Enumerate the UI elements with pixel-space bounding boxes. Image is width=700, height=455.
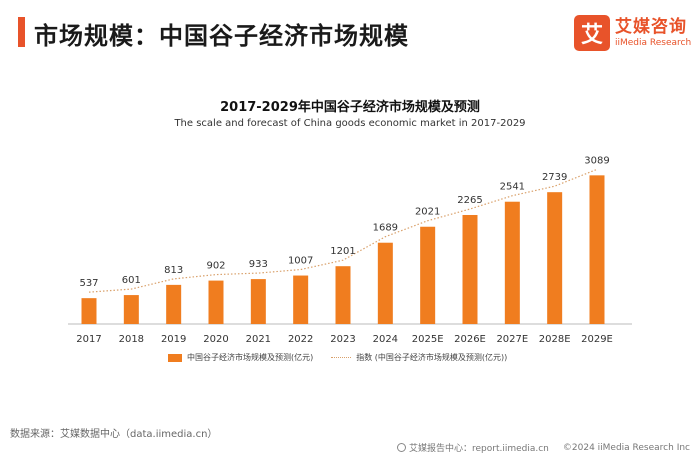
report-center-icon xyxy=(396,443,406,452)
bar-2028E xyxy=(547,192,563,324)
bar-2018 xyxy=(123,295,139,324)
data-label-2021: 933 xyxy=(249,259,268,270)
data-label-2019: 813 xyxy=(164,265,183,276)
chart-subtitle: The scale and forecast of China goods ec… xyxy=(174,118,526,129)
logo-name-cn: 艾媒咨询 xyxy=(615,16,687,37)
x-tick-2027E: 2027E xyxy=(496,334,528,345)
x-tick-2023: 2023 xyxy=(330,334,355,345)
legend-trend-label: 指数 (中国谷子经济市场规模及预测(亿元)) xyxy=(356,353,508,362)
bar-2027E xyxy=(504,201,520,324)
chart-legend: 中国谷子经济市场规模及预测(亿元) 指数 (中国谷子经济市场规模及预测(亿元)) xyxy=(168,352,507,363)
bar-2017 xyxy=(81,298,97,324)
report-center-link: 艾媒报告中心：report.iimedia.cn xyxy=(408,444,549,454)
data-label-2029E: 3089 xyxy=(584,155,609,166)
bar-2023 xyxy=(335,266,351,324)
x-tick-2017: 2017 xyxy=(76,334,101,345)
bar-2020 xyxy=(208,280,224,324)
bar-2021 xyxy=(250,279,266,324)
page-title: 市场规模：中国谷子经济市场规模 xyxy=(34,22,409,50)
bar-2024 xyxy=(377,242,393,324)
bar-2019 xyxy=(166,284,182,324)
x-tick-2028E: 2028E xyxy=(539,334,571,345)
logo-mark: 艾 xyxy=(574,15,610,51)
x-tick-2029E: 2029E xyxy=(581,334,613,345)
x-tick-2024: 2024 xyxy=(373,334,398,345)
data-label-2022: 1007 xyxy=(288,256,313,267)
logo-text: 艾媒咨询 iiMedia Research xyxy=(615,16,692,49)
data-label-2025E: 2021 xyxy=(415,207,440,218)
x-tick-2019: 2019 xyxy=(161,334,186,345)
iimedia-logo: 艾 艾媒咨询 iiMedia Research xyxy=(574,15,691,51)
bar-2025E xyxy=(420,226,436,324)
data-label-2024: 1689 xyxy=(373,223,398,234)
bar-2026E xyxy=(462,214,478,324)
data-label-2020: 902 xyxy=(206,261,225,272)
legend-bar-label: 中国谷子经济市场规模及预测(亿元) xyxy=(187,353,314,362)
legend-trend-swatch xyxy=(331,357,352,358)
data-label-2028E: 2739 xyxy=(542,172,567,183)
x-tick-2021: 2021 xyxy=(246,334,271,345)
chart-title: 2017-2029年中国谷子经济市场规模及预测 xyxy=(220,100,480,115)
bar-2029E xyxy=(589,175,605,324)
data-label-2026E: 2265 xyxy=(457,195,482,206)
copyright: ©2024 iiMedia Research Inc xyxy=(562,442,690,453)
title-accent-bar xyxy=(18,17,25,47)
data-label-2027E: 2541 xyxy=(500,182,525,193)
x-tick-2020: 2020 xyxy=(203,334,228,345)
footer: 艾媒报告中心：report.iimedia.cn ©2024 iiMedia R… xyxy=(396,441,690,454)
logo-name-en: iiMedia Research xyxy=(615,37,692,48)
trend-line xyxy=(88,168,598,293)
data-label-2018: 601 xyxy=(122,275,141,286)
x-tick-2018: 2018 xyxy=(119,334,144,345)
data-label-2017: 537 xyxy=(79,278,98,289)
bar-2022 xyxy=(293,275,309,324)
data-label-2023: 1201 xyxy=(330,246,355,257)
data-source: 数据来源：艾媒数据中心（data.iimedia.cn） xyxy=(10,429,218,440)
x-tick-2025E: 2025E xyxy=(412,334,444,345)
legend-bar-swatch xyxy=(168,353,182,362)
x-tick-2026E: 2026E xyxy=(454,334,486,345)
x-tick-2022: 2022 xyxy=(288,334,313,345)
